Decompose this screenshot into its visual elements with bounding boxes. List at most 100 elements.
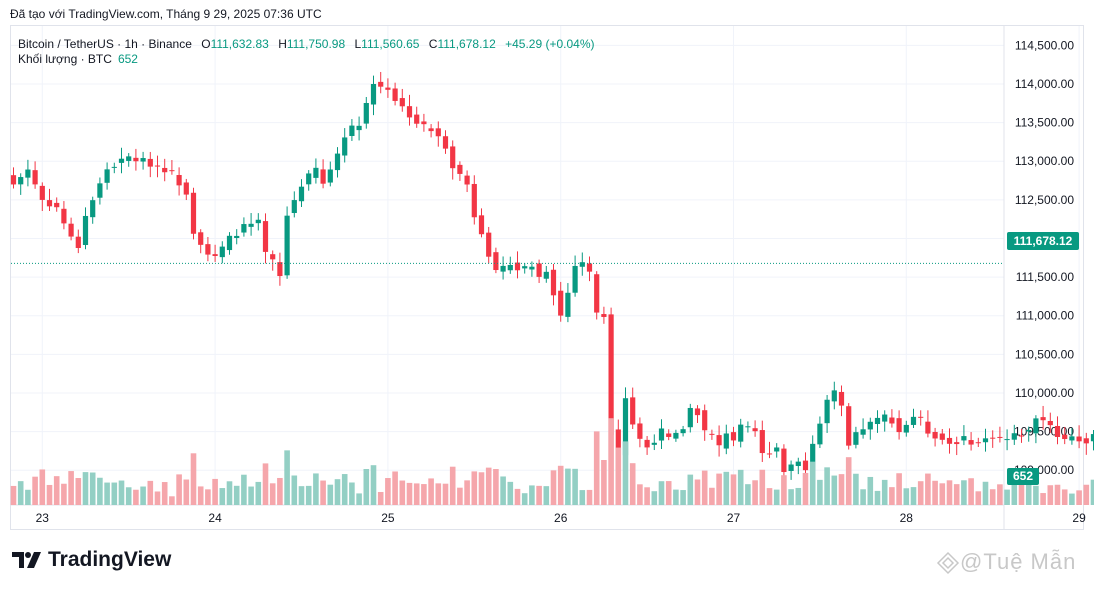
candle-body	[982, 438, 989, 443]
candle-body	[579, 262, 585, 267]
volume-bar	[140, 486, 146, 505]
candle-body	[723, 433, 729, 449]
volume-bar	[838, 474, 845, 505]
volume-bar	[896, 473, 902, 505]
volume-bar	[550, 470, 557, 505]
candle-body	[867, 421, 873, 430]
candle-body	[1090, 434, 1094, 442]
candle-body	[205, 244, 211, 255]
volume-bar	[485, 467, 492, 505]
volume-bar	[370, 465, 377, 505]
legend-close-label: C	[428, 37, 438, 51]
volume-legend-value: 652	[117, 52, 138, 66]
candle-body	[111, 166, 117, 168]
volume-bar	[701, 470, 708, 505]
candle-body	[730, 432, 737, 441]
volume-bar	[745, 484, 751, 505]
volume-bar	[809, 461, 816, 505]
author-watermark: @Tuệ Mẫn	[936, 549, 1076, 575]
candle-body	[478, 215, 485, 235]
volume-bar	[989, 489, 996, 505]
volume-bar	[939, 483, 946, 505]
volume-bar	[212, 478, 218, 505]
volume-bar	[903, 488, 910, 505]
candle-body	[406, 106, 413, 118]
candle-body	[327, 169, 333, 183]
volume-bar	[737, 469, 744, 505]
candle-body	[342, 137, 348, 156]
volume-bar	[788, 489, 794, 505]
candle-body	[558, 290, 564, 316]
volume-bar	[766, 488, 773, 505]
volume-bar	[363, 469, 370, 505]
volume-legend: Khối lượng · BTC 652	[18, 52, 138, 66]
candle-body	[147, 158, 153, 167]
volume-bar	[421, 484, 427, 505]
volume-bar	[399, 480, 406, 505]
candle-body	[471, 183, 477, 218]
volume-bar	[644, 487, 650, 505]
candle-body	[896, 418, 902, 433]
volume-bar	[673, 489, 679, 505]
volume-bar	[471, 471, 478, 505]
candle-body	[831, 390, 837, 402]
volume-bar	[68, 471, 74, 505]
candle-body	[694, 408, 701, 416]
volume-bar	[154, 491, 161, 505]
brand-logo[interactable]: TradingView	[12, 548, 171, 572]
candle-body	[25, 169, 31, 178]
volume-bar	[349, 482, 355, 505]
candle-body	[622, 398, 629, 456]
volume-bar	[1011, 484, 1018, 505]
candle-body	[500, 265, 506, 272]
candle-body	[687, 407, 693, 428]
candle-body	[118, 158, 125, 163]
chart-frame[interactable]	[10, 25, 1084, 530]
candle-body	[262, 221, 269, 252]
candle-body	[550, 269, 557, 296]
volume-bar	[46, 484, 53, 505]
candle-body	[363, 103, 369, 124]
candle-body	[673, 432, 679, 439]
volume-bar	[536, 485, 542, 505]
candle-body	[1069, 436, 1075, 441]
candle-body	[824, 399, 830, 424]
candle-body	[493, 252, 499, 271]
volume-bar	[601, 460, 607, 505]
volume-bar	[385, 478, 391, 505]
legend-low-value: 111,560.65	[361, 37, 420, 51]
legend-open-value: 111,632.83	[210, 37, 269, 51]
candle-body	[169, 170, 175, 172]
legend-high-label: H	[278, 37, 287, 51]
candle-body	[946, 437, 953, 444]
volume-bar	[442, 483, 449, 505]
volume-bar	[615, 447, 622, 505]
candle-body	[219, 246, 225, 258]
volume-bar	[593, 431, 600, 505]
volume-bar	[1061, 489, 1068, 505]
last-volume-tag: 652	[1007, 468, 1039, 485]
volume-bar	[341, 474, 348, 505]
volume-bar	[32, 476, 38, 505]
volume-bar	[860, 489, 866, 505]
candle-body	[39, 185, 45, 200]
candle-body	[486, 232, 492, 257]
chart-legend: Bitcoin / TetherUS · 1h · Binance O111,6…	[18, 36, 595, 53]
legend-symbol[interactable]: Bitcoin / TetherUS · 1h · Binance	[18, 37, 192, 51]
candle-body	[853, 432, 859, 445]
volume-bar	[658, 481, 665, 505]
candle-body	[1026, 429, 1032, 432]
volume-bar	[111, 482, 118, 505]
candle-body	[414, 114, 420, 124]
candle-body	[716, 435, 722, 446]
candle-body	[90, 200, 96, 218]
candle-body	[226, 235, 233, 251]
candle-body	[68, 223, 74, 237]
candle-body	[334, 153, 341, 171]
candle-body	[306, 173, 312, 185]
candle-body	[133, 157, 139, 162]
volume-bar	[457, 487, 463, 505]
volume-legend-label[interactable]: Khối lượng · BTC	[18, 52, 112, 66]
y-tick-label: 114,500.00	[1015, 38, 1074, 52]
